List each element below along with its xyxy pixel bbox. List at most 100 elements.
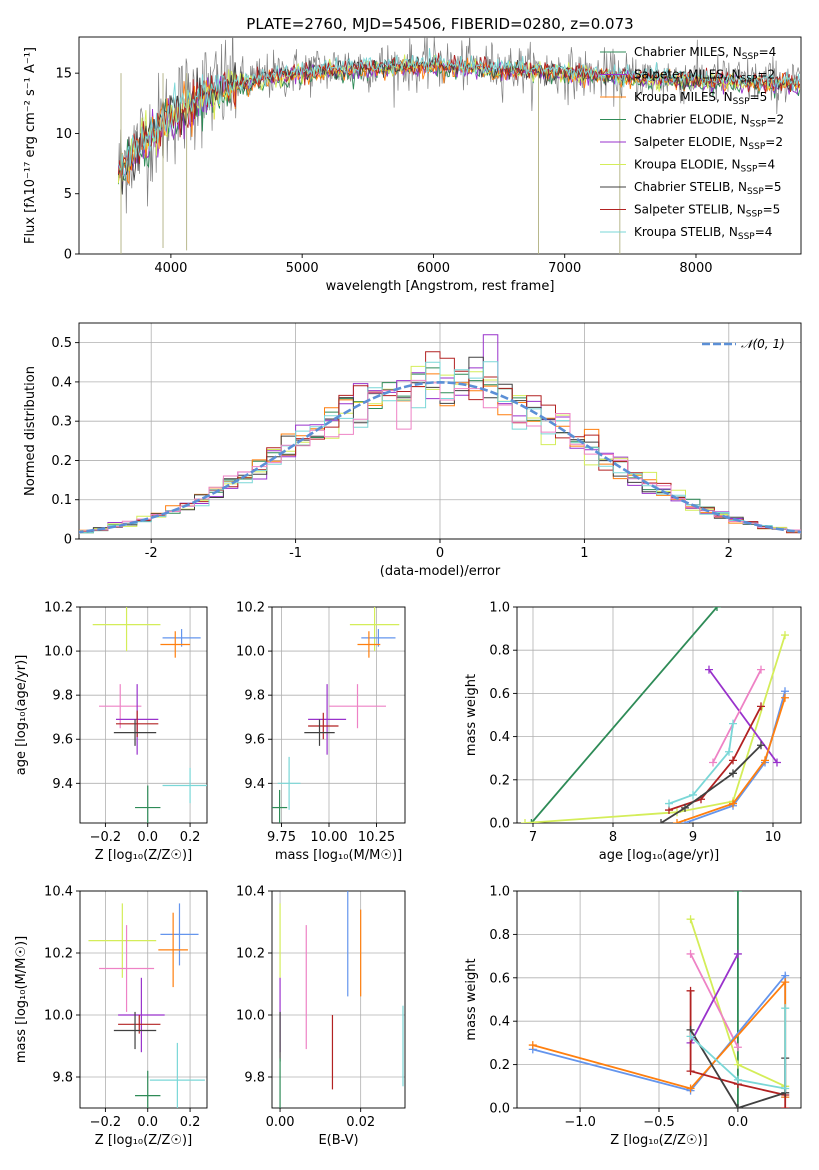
y-tick-label: 0.2: [489, 773, 510, 788]
axes-frame: [78, 36, 802, 255]
figure-title: PLATE=2760, MJD=54506, FIBERID=0280, z=0…: [246, 15, 633, 33]
weight-point-marker: [673, 819, 681, 823]
weight-point-marker: [781, 693, 789, 702]
y-tick-label: 10.0: [44, 1009, 73, 1024]
axes-frame: [271, 606, 406, 824]
x-tick-label: 2: [725, 546, 733, 561]
weight-point-marker: [733, 949, 742, 958]
y-tick-label: 9.4: [52, 777, 73, 792]
errorbar-group: [92, 607, 207, 823]
y-tick-label: 10.4: [236, 885, 265, 900]
x-tick-label: 1: [580, 546, 588, 561]
x-tick-label: 8000: [679, 261, 712, 276]
axes-frame: [79, 606, 208, 824]
y-tick-label: 0.0: [489, 817, 510, 832]
legend-label-gaussian: 𝒩(0, 1): [741, 337, 785, 351]
y-axis-label: Normed distribution: [23, 366, 38, 496]
y-tick-label: 0.6: [489, 687, 510, 702]
x-tick-label: 4000: [154, 261, 187, 276]
x-tick-label: -2: [145, 546, 158, 561]
weight-point-marker: [713, 607, 721, 611]
weight-point-marker: [729, 769, 737, 778]
weight-series-line: [712, 669, 762, 763]
weight-series-group: [528, 891, 790, 1108]
weight-series-line: [530, 607, 718, 823]
x-tick-label: -1: [289, 546, 302, 561]
x-tick-label: −0.5: [643, 1115, 675, 1130]
y-tick-label: 0.8: [489, 644, 510, 659]
x-tick-label: 0.00: [266, 1115, 295, 1130]
y-tick-label: 0: [64, 248, 72, 263]
y-tick-label: 0: [64, 533, 72, 548]
y-tick-label: 9.6: [52, 733, 73, 748]
x-tick-label: −0.2: [90, 830, 122, 845]
y-tick-label: 10: [55, 127, 72, 142]
y-tick-label: 10.2: [236, 601, 265, 616]
weight-point-marker: [729, 799, 737, 808]
x-axis-label: wavelength [Angstrom, rest frame]: [326, 279, 555, 294]
x-tick-label: −1.0: [564, 1115, 596, 1130]
weight-point-marker: [781, 1004, 790, 1013]
x-tick-label: −0.2: [90, 1115, 122, 1130]
weight-point-marker: [757, 665, 765, 674]
weight-point-marker: [705, 665, 713, 674]
weight-series-line: [689, 953, 739, 1048]
errorbar-group: [272, 607, 400, 823]
legend-entry: Salpeter STELIB, NSSP=5: [634, 203, 780, 220]
mass-weight-vs-age-panel: 7 8 9 10 0.0 0.2 0.4 0.6 0.8 1.0 age [log₁₀(age/yr…: [464, 601, 802, 863]
x-tick-label: 9.75: [267, 830, 296, 845]
x-tick-label: 0.0: [137, 830, 158, 845]
x-tick-label: 0.0: [728, 1115, 749, 1130]
weight-point-marker: [681, 803, 689, 812]
y-tick-label: 9.8: [52, 1071, 73, 1086]
y-tick-label: 9.6: [244, 733, 265, 748]
weight-point-marker: [781, 1084, 790, 1093]
weight-point-marker: [686, 949, 695, 958]
y-tick-label: 0.4: [51, 375, 72, 390]
y-tick-label: 1.0: [489, 885, 510, 900]
weight-point-marker: [657, 819, 665, 823]
weight-point-marker: [689, 790, 697, 799]
y-axis-label: mass [log₁₀(M/M☉)]: [14, 936, 29, 1063]
weight-point-marker: [725, 747, 733, 756]
y-tick-label: 5: [64, 187, 72, 202]
y-tick-label: 0.2: [489, 1058, 510, 1073]
y-tick-label: 0.5: [51, 336, 72, 351]
y-tick-label: 10.0: [44, 645, 73, 660]
y-tick-label: 10.4: [44, 885, 73, 900]
y-tick-label: 10.0: [236, 1009, 265, 1024]
gaussian-reference-curve: [79, 380, 801, 534]
spectrum-panel: 4000 5000 6000 7000 8000 0 5 10 15 wavelength [An…: [23, 36, 802, 294]
mass-vs-metallicity-panel: −0.2 0.0 0.2 9.8 10.0 10.2 10.4 Z [log₁₀(Z/Z☉)]…: [14, 885, 208, 1148]
weight-point-marker: [781, 1104, 790, 1108]
y-tick-label: 1.0: [489, 601, 510, 616]
weight-point-marker: [729, 756, 737, 765]
weight-point-marker: [686, 986, 695, 995]
histogram-group: [79, 334, 801, 534]
y-tick-label: 9.8: [52, 689, 73, 704]
x-tick-label: 8: [609, 830, 617, 845]
legend-entry: Kroupa STELIB, NSSP=4: [634, 225, 772, 242]
x-tick-label: 0.0: [137, 1115, 158, 1130]
mass-vs-ebv-panel: 0.00 0.02 9.8 10.0 10.2 10.4 E(B-V): [236, 885, 406, 1148]
legend-entry: Chabrier ELODIE, NSSP=2: [634, 113, 784, 130]
x-tick-label: 7000: [548, 261, 581, 276]
weight-point-marker: [709, 758, 717, 767]
legend-entry: Salpeter MILES, NSSP=2: [634, 68, 775, 85]
model-spectrum-line: [117, 48, 801, 179]
y-tick-label: 10.2: [44, 947, 73, 962]
model-spectrum-line: [117, 52, 801, 179]
weight-point-marker: [757, 741, 765, 750]
weight-point-marker: [729, 719, 737, 728]
axes-frame: [79, 890, 208, 1109]
y-axis-label: age [log₁₀(age/yr)]: [14, 655, 29, 776]
x-tick-label: 0.2: [180, 1115, 201, 1130]
weight-point-marker: [761, 756, 769, 765]
x-axis-label: (data-model)/error: [380, 564, 501, 579]
errorbar-group: [279, 891, 404, 1108]
weight-point-marker: [686, 1084, 695, 1093]
y-tick-label: 10.0: [236, 645, 265, 660]
weight-series-line: [524, 634, 786, 823]
y-tick-label: 10.2: [44, 601, 73, 616]
